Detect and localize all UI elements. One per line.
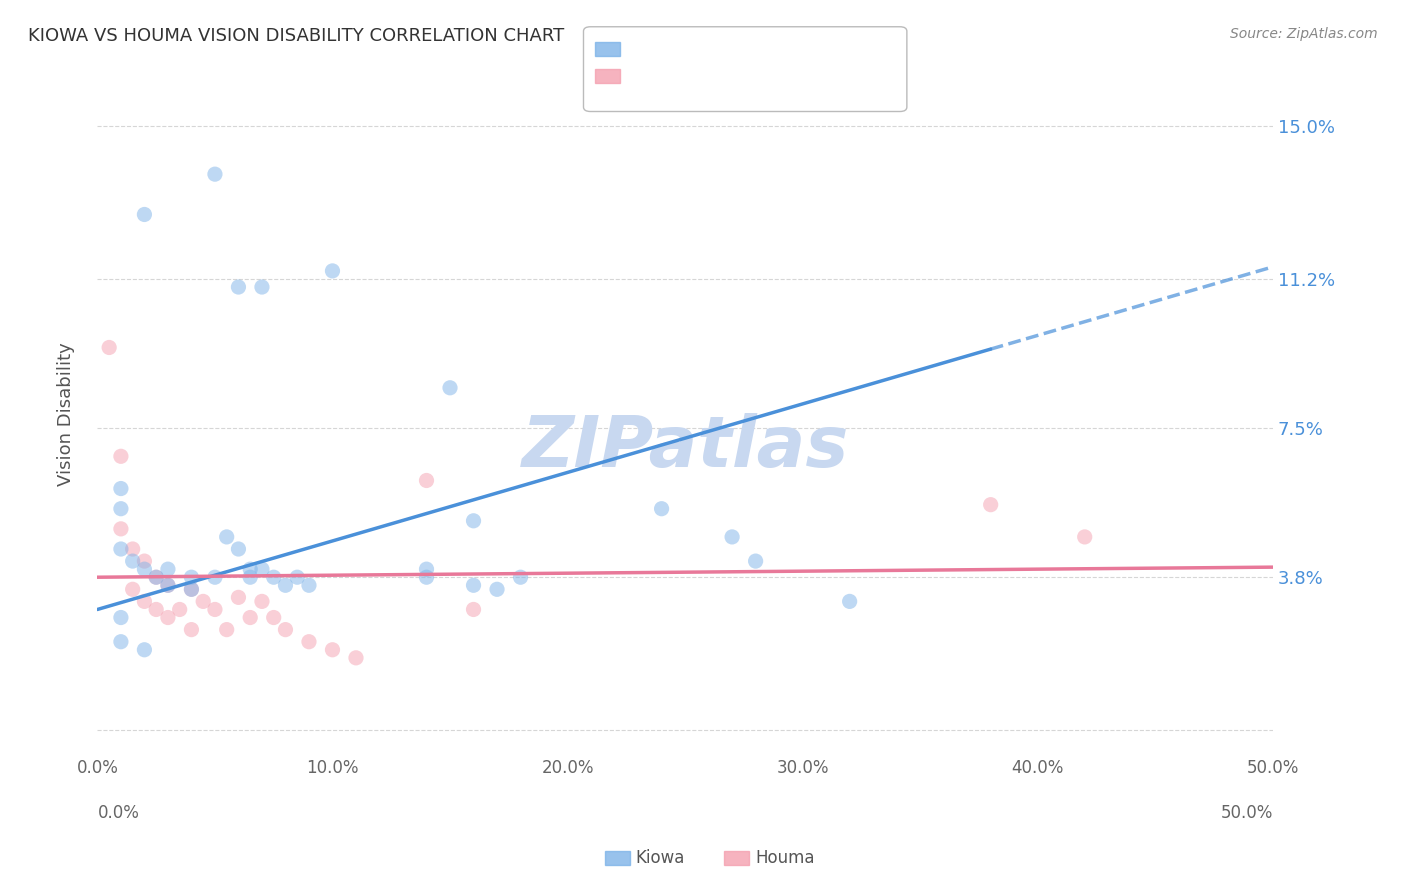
Point: [110, 610, 132, 624]
Point: [239, 562, 262, 576]
Y-axis label: Vision Disability: Vision Disability: [58, 343, 75, 486]
Text: 29: 29: [735, 76, 759, 94]
Point: [121, 541, 143, 556]
Point: [344, 650, 367, 665]
Point: [180, 570, 202, 584]
Point: [228, 280, 250, 294]
Point: [439, 381, 461, 395]
Text: Houma: Houma: [755, 849, 814, 867]
Text: 0.0%: 0.0%: [97, 805, 139, 822]
Point: [250, 594, 273, 608]
Text: 0.294: 0.294: [647, 49, 700, 67]
Point: [250, 562, 273, 576]
Point: [204, 602, 226, 616]
Point: [263, 610, 285, 624]
Point: [134, 207, 156, 221]
Point: [145, 602, 167, 616]
Point: [204, 167, 226, 181]
Point: [204, 570, 226, 584]
Point: [463, 578, 485, 592]
Point: [651, 501, 673, 516]
Point: [110, 541, 132, 556]
Point: [110, 501, 132, 516]
Point: [463, 514, 485, 528]
Point: [215, 623, 238, 637]
Point: [838, 594, 860, 608]
Text: Source: ZipAtlas.com: Source: ZipAtlas.com: [1230, 27, 1378, 41]
Point: [180, 582, 202, 597]
Text: N =: N =: [703, 76, 740, 94]
Point: [156, 578, 179, 592]
Point: [228, 541, 250, 556]
Point: [721, 530, 744, 544]
Point: [193, 594, 215, 608]
Point: [415, 562, 437, 576]
Text: 39: 39: [735, 49, 759, 67]
Point: [274, 578, 297, 592]
Point: [145, 570, 167, 584]
Point: [110, 634, 132, 648]
Point: [145, 570, 167, 584]
Text: N =: N =: [703, 49, 740, 67]
Point: [509, 570, 531, 584]
Point: [239, 610, 262, 624]
Point: [180, 582, 202, 597]
Point: [134, 642, 156, 657]
Point: [321, 642, 343, 657]
Point: [274, 623, 297, 637]
Text: Kiowa: Kiowa: [636, 849, 685, 867]
Point: [486, 582, 509, 597]
Point: [110, 482, 132, 496]
Point: [169, 602, 191, 616]
Point: [121, 554, 143, 568]
Point: [156, 562, 179, 576]
Point: [463, 602, 485, 616]
Text: KIOWA VS HOUMA VISION DISABILITY CORRELATION CHART: KIOWA VS HOUMA VISION DISABILITY CORRELA…: [28, 27, 564, 45]
Point: [298, 578, 321, 592]
Point: [215, 530, 238, 544]
Text: ZIPatlas: ZIPatlas: [522, 413, 849, 483]
Text: 0.044: 0.044: [647, 76, 699, 94]
Point: [134, 594, 156, 608]
Text: R =: R =: [612, 49, 648, 67]
Point: [121, 582, 143, 597]
Point: [156, 578, 179, 592]
Point: [415, 570, 437, 584]
Text: 50.0%: 50.0%: [1220, 805, 1272, 822]
Point: [744, 554, 766, 568]
Point: [228, 591, 250, 605]
Point: [415, 474, 437, 488]
Point: [156, 610, 179, 624]
Point: [134, 562, 156, 576]
Point: [298, 634, 321, 648]
Point: [180, 623, 202, 637]
Point: [110, 522, 132, 536]
Point: [239, 570, 262, 584]
Point: [134, 554, 156, 568]
Point: [263, 570, 285, 584]
Point: [285, 570, 308, 584]
Point: [98, 341, 121, 355]
Point: [321, 264, 343, 278]
Text: R =: R =: [612, 76, 648, 94]
Point: [1073, 530, 1095, 544]
Point: [980, 498, 1002, 512]
Point: [110, 450, 132, 464]
Point: [250, 280, 273, 294]
